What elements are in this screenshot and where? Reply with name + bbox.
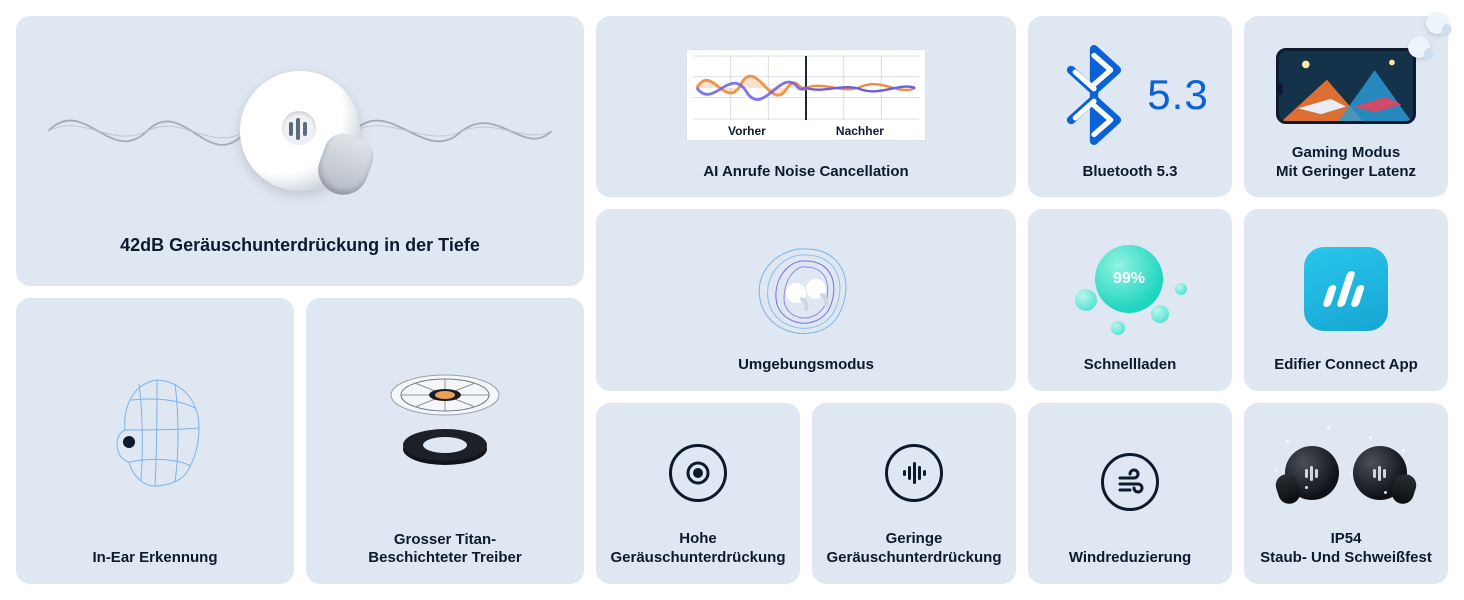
charge-percent: 99% <box>1095 245 1163 313</box>
bt-visual: 5.3 <box>1036 28 1224 163</box>
driver-label: Grosser Titan- Beschichteter Treiber <box>368 531 521 569</box>
driver-stack-icon <box>375 365 515 475</box>
target-dot-icon <box>669 444 727 502</box>
high-anc-label: Hohe Geräuschunterdrückung <box>610 530 785 568</box>
wind-icon <box>1101 453 1159 511</box>
app-label: Edifier Connect App <box>1274 356 1418 375</box>
fastcharge-label: Schnellladen <box>1084 356 1177 375</box>
chart-after-label: Nachher <box>836 124 884 138</box>
card-gaming-mode: Gaming Modus Mit Geringer Latenz <box>1244 16 1448 197</box>
ip54-visual <box>1252 415 1440 531</box>
card-in-ear-detect: In-Ear Erkennung <box>16 298 294 584</box>
wireframe-head-icon <box>95 370 215 490</box>
low-anc-visual <box>820 415 1008 531</box>
wind-visual <box>1036 415 1224 550</box>
bt-label: Bluetooth 5.3 <box>1082 163 1177 182</box>
low-anc-label: Geringe Geräuschunterdrückung <box>826 530 1001 568</box>
sound-bars-icon <box>885 444 943 502</box>
card-ip54: IP54 Staub- Und Schweißfest <box>1244 403 1448 584</box>
ambient-visual <box>604 221 1008 356</box>
black-earbuds-icon <box>1285 446 1407 500</box>
card-hero-anc-depth: 42dB Geräuschunterdrückung in der Tiefe <box>16 16 584 286</box>
gaming-label: Gaming Modus Mit Geringer Latenz <box>1276 144 1416 182</box>
swirl-icon <box>746 239 866 339</box>
earbud-white-icon <box>240 71 360 191</box>
ip54-label: IP54 Staub- Und Schweißfest <box>1260 530 1432 568</box>
hero-visual <box>24 28 576 234</box>
card-titan-driver: Grosser Titan- Beschichteter Treiber <box>306 298 584 584</box>
card-fast-charge: 99% Schnellladen <box>1028 209 1232 390</box>
card-wind-reduction: Windreduzierung <box>1028 403 1232 584</box>
bt-version-text: 5.3 <box>1147 71 1208 119</box>
hero-label: 42dB Geräuschunterdrückung in der Tiefe <box>120 234 480 257</box>
high-anc-visual <box>604 415 792 531</box>
ai-nc-label: AI Anrufe Noise Cancellation <box>703 163 908 182</box>
card-ai-call-nc: Vorher Nachher AI Anrufe Noise Cancellat… <box>596 16 1016 197</box>
card-connect-app: Edifier Connect App <box>1244 209 1448 390</box>
charge-bubbles-icon: 99% <box>1065 239 1195 339</box>
app-icon <box>1304 247 1388 331</box>
phone-gaming-icon <box>1276 48 1416 124</box>
card-low-anc: Geringe Geräuschunterdrückung <box>812 403 1016 584</box>
right-grid: Vorher Nachher AI Anrufe Noise Cancellat… <box>596 16 1448 584</box>
ambient-label: Umgebungsmodus <box>738 356 874 375</box>
bluetooth-icon <box>1051 45 1137 145</box>
wind-label: Windreduzierung <box>1069 549 1191 568</box>
chart-before-label: Vorher <box>728 124 766 138</box>
fastcharge-visual: 99% <box>1036 221 1224 356</box>
driver-visual <box>314 310 576 531</box>
in-ear-visual <box>24 310 286 549</box>
in-ear-label: In-Ear Erkennung <box>92 549 217 568</box>
ai-nc-visual: Vorher Nachher <box>604 28 1008 163</box>
gaming-visual <box>1252 28 1440 144</box>
app-visual <box>1252 221 1440 356</box>
card-bluetooth: 5.3 Bluetooth 5.3 <box>1028 16 1232 197</box>
before-after-chart: Vorher Nachher <box>686 49 926 141</box>
card-ambient-mode: Umgebungsmodus <box>596 209 1016 390</box>
card-high-anc: Hohe Geräuschunterdrückung <box>596 403 800 584</box>
